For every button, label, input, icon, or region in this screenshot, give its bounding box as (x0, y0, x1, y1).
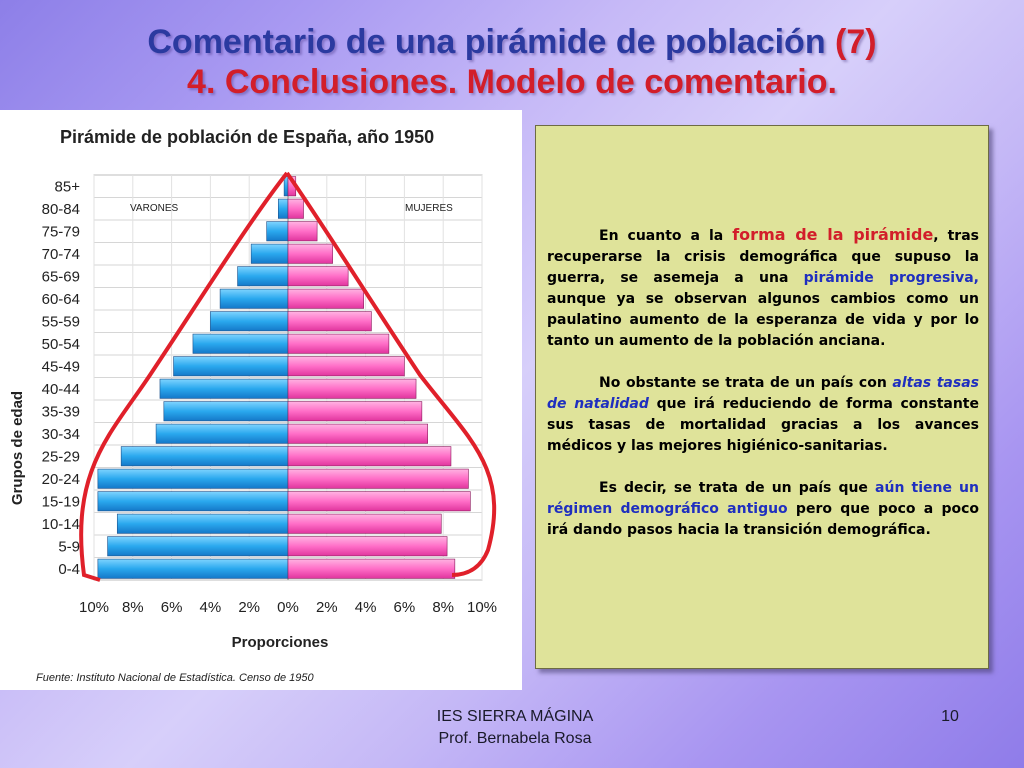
bar-varones-75-79 (266, 221, 289, 242)
bar-mujeres-70-74 (287, 243, 333, 264)
bar-mujeres-65-69 (287, 266, 349, 287)
x-tick-label: 8% (122, 599, 144, 616)
y-tick-label: 5-9 (58, 538, 80, 555)
x-tick-labels: 10% 8% 6% 4% 2% 0% 2% 4% 6% 8% 10% (79, 599, 497, 616)
population-pyramid-chart: Pirámide de población de España, año 195… (9, 127, 497, 684)
footer-school: IES SIERRA MÁGINA (436, 708, 594, 725)
bar-varones-20-24 (97, 468, 289, 489)
x-tick-label: 2% (316, 599, 338, 616)
population-pyramid-panel: Pirámide de población de España, año 195… (0, 110, 522, 690)
bar-varones-35-39 (163, 401, 289, 422)
bar-mujeres-50-54 (287, 333, 390, 354)
y-tick-labels: 0-4 5-9 10-14 15-19 20-24 25-29 30-34 35-39 40-4… (42, 178, 81, 578)
bar-mujeres-15-19 (287, 491, 471, 512)
y-tick-label: 35-39 (42, 403, 80, 420)
bar-varones-60-64 (219, 288, 289, 309)
x-tick-label: 6% (394, 599, 416, 616)
x-tick-label: 4% (355, 599, 377, 616)
y-tick-label: 55-59 (42, 313, 80, 330)
bar-mujeres-30-34 (287, 423, 428, 444)
bar-mujeres-25-29 (287, 446, 452, 467)
y-tick-label: 0-4 (58, 561, 80, 578)
bar-varones-40-44 (159, 378, 289, 399)
x-tick-label: 4% (200, 599, 222, 616)
y-tick-label: 80-84 (42, 201, 80, 218)
comment-box: En cuanto a la forma de la pirámide, tra… (535, 125, 989, 669)
chart-title: Pirámide de población de España, año 195… (60, 127, 434, 147)
bar-mujeres-0-4 (287, 558, 456, 579)
bar-mujeres-45-49 (287, 356, 405, 377)
y-tick-label: 40-44 (42, 381, 80, 398)
y-tick-label: 50-54 (42, 336, 80, 353)
comment-text: En cuanto a la forma de la pirámide, tra… (547, 224, 979, 562)
highlight-regimen: aún tiene un régimen demográfico antiguo (547, 480, 979, 517)
bar-mujeres-80-84 (287, 198, 304, 219)
x-tick-label: 10% (467, 599, 497, 616)
x-tick-label: 8% (432, 599, 454, 616)
bar-mujeres-20-24 (287, 468, 469, 489)
title-line-2: 4. Conclusiones. Modelo de comentario. (187, 63, 837, 101)
bar-varones-15-19 (97, 491, 289, 512)
y-tick-label: 10-14 (42, 516, 80, 533)
bar-varones-80-84 (277, 198, 289, 219)
bar-mujeres-40-44 (287, 378, 417, 399)
comment-paragraph-1: En cuanto a la forma de la pirámide, tra… (547, 225, 979, 349)
x-tick-label: 10% (79, 599, 109, 616)
bar-varones-30-34 (155, 423, 289, 444)
chart-grid (93, 174, 483, 581)
title-text: Comentario de una pirámide de población (147, 23, 826, 61)
bar-mujeres-75-79 (287, 221, 318, 242)
y-tick-label: 30-34 (42, 426, 80, 443)
bar-varones-55-59 (210, 311, 289, 332)
bar-varones-0-4 (97, 558, 289, 579)
bar-varones-5-9 (107, 536, 289, 557)
footer: IES SIERRA MÁGINA Prof. Bernabela Rosa (360, 706, 670, 750)
y-tick-label: 85+ (55, 178, 81, 195)
comment-paragraph-2: No obstante se trata de un país con alta… (547, 375, 979, 454)
y-tick-label: 60-64 (42, 291, 80, 308)
bar-varones-45-49 (173, 356, 289, 377)
y-tick-label: 15-19 (42, 493, 80, 510)
bar-varones-50-54 (192, 333, 289, 354)
y-tick-label: 65-69 (42, 268, 80, 285)
x-tick-label: 6% (161, 599, 183, 616)
bar-varones-65-69 (237, 266, 289, 287)
pyramid-shape-outline (79, 171, 497, 582)
x-axis-label: Proporciones (232, 634, 329, 651)
footer-author: Prof. Bernabela Rosa (438, 730, 592, 747)
bar-varones-85+ (283, 176, 289, 197)
chart-source: Fuente: Instituto Nacional de Estadístic… (36, 672, 314, 684)
legend-mujeres: MUJERES (405, 203, 453, 214)
legend-varones: VARONES (130, 203, 178, 214)
highlight-progresiva: pirámide progresiva, (803, 270, 979, 286)
slide-title: Comentario de una pirámide de población … (0, 22, 1024, 102)
y-tick-label: 45-49 (42, 358, 80, 375)
bar-varones-70-74 (250, 243, 289, 264)
y-axis-label: Grupos de edad (9, 391, 26, 505)
bar-mujeres-5-9 (287, 536, 448, 557)
y-tick-label: 70-74 (42, 246, 80, 263)
comment-paragraph-3: Es decir, se trata de un país que aún ti… (547, 480, 979, 538)
y-tick-label: 25-29 (42, 448, 80, 465)
bar-varones-10-14 (116, 513, 289, 534)
bar-mujeres-55-59 (287, 311, 372, 332)
highlight-shape: forma de la pirámide (732, 225, 934, 244)
slide-number: 10 (941, 708, 959, 725)
chart-bars (97, 176, 471, 579)
y-tick-label: 75-79 (42, 223, 80, 240)
bar-mujeres-60-64 (287, 288, 364, 309)
x-tick-label: 0% (277, 599, 299, 616)
y-tick-label: 20-24 (42, 471, 80, 488)
title-line-1: Comentario de una pirámide de población … (0, 22, 1024, 62)
bar-varones-25-29 (120, 446, 289, 467)
bar-mujeres-10-14 (287, 513, 442, 534)
bar-mujeres-35-39 (287, 401, 423, 422)
highlight-natalidad: altas tasas de natalidad (547, 375, 979, 412)
x-tick-label: 2% (238, 599, 260, 616)
title-number: (7) (835, 23, 877, 61)
